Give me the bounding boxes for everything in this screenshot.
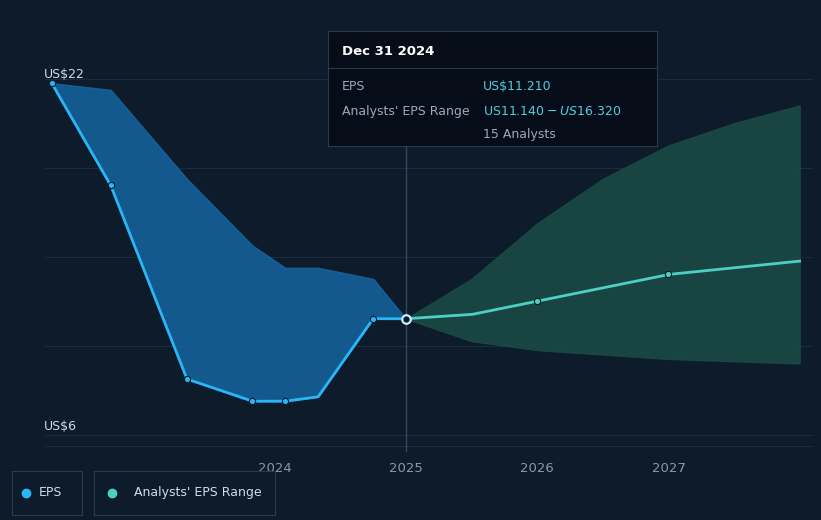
Text: Analysts Forecasts: Analysts Forecasts (418, 95, 534, 108)
Text: 2027: 2027 (652, 462, 686, 475)
Text: 2025: 2025 (389, 462, 423, 475)
Text: 2026: 2026 (521, 462, 554, 475)
Text: Actual: Actual (363, 95, 402, 108)
Text: US$22: US$22 (44, 68, 85, 81)
Text: 2024: 2024 (258, 462, 291, 475)
Text: EPS: EPS (39, 486, 62, 499)
Text: US$6: US$6 (44, 420, 76, 433)
Text: Dec 31 2024: Dec 31 2024 (342, 45, 434, 58)
Text: Analysts' EPS Range: Analysts' EPS Range (342, 105, 469, 118)
Text: US$11.140 - US$16.320: US$11.140 - US$16.320 (483, 105, 621, 118)
Text: Analysts' EPS Range: Analysts' EPS Range (134, 486, 262, 499)
Text: US$11.210: US$11.210 (483, 80, 552, 93)
Text: 15 Analysts: 15 Analysts (483, 128, 556, 140)
Text: EPS: EPS (342, 80, 365, 93)
